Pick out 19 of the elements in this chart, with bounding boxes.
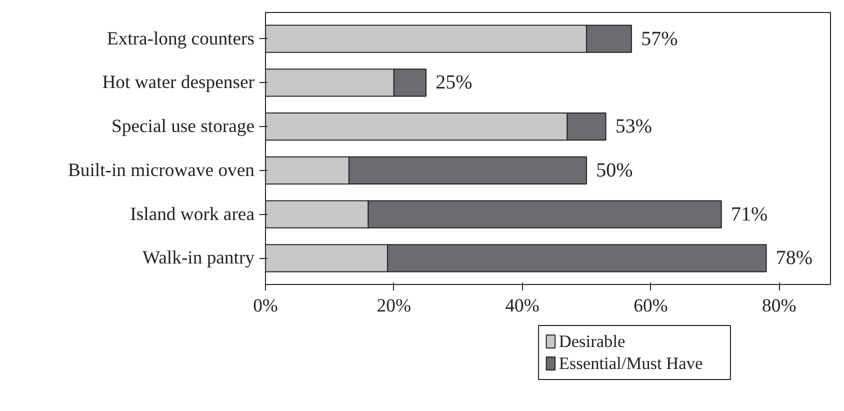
x-tick-label: 40%	[505, 296, 540, 316]
y-tick-label: Hot water despenser	[102, 72, 256, 94]
total-label: 78%	[776, 247, 813, 270]
total-label: 50%	[596, 159, 633, 182]
total-label: 25%	[436, 72, 472, 94]
total-label: 57%	[641, 28, 678, 50]
total-label: 71%	[730, 203, 768, 226]
y-tick-label: Island work area	[130, 204, 256, 225]
y-tick-label: Extra-long counters	[106, 28, 255, 50]
x-tick-label: 60%	[634, 296, 668, 316]
legend-label: Desirable	[558, 332, 626, 351]
y-tick-label: Walk-in pantry	[142, 248, 256, 269]
x-tick-label: 80%	[762, 296, 796, 316]
x-tick-label: 0%	[253, 296, 278, 316]
x-tick-label: 20%	[376, 296, 412, 316]
legend-label: Essential/Must Have	[558, 354, 704, 373]
total-label: 53%	[615, 116, 652, 138]
y-tick-label: Special use storage	[112, 116, 254, 138]
y-tick-label: Built-in microwave oven	[68, 160, 256, 181]
